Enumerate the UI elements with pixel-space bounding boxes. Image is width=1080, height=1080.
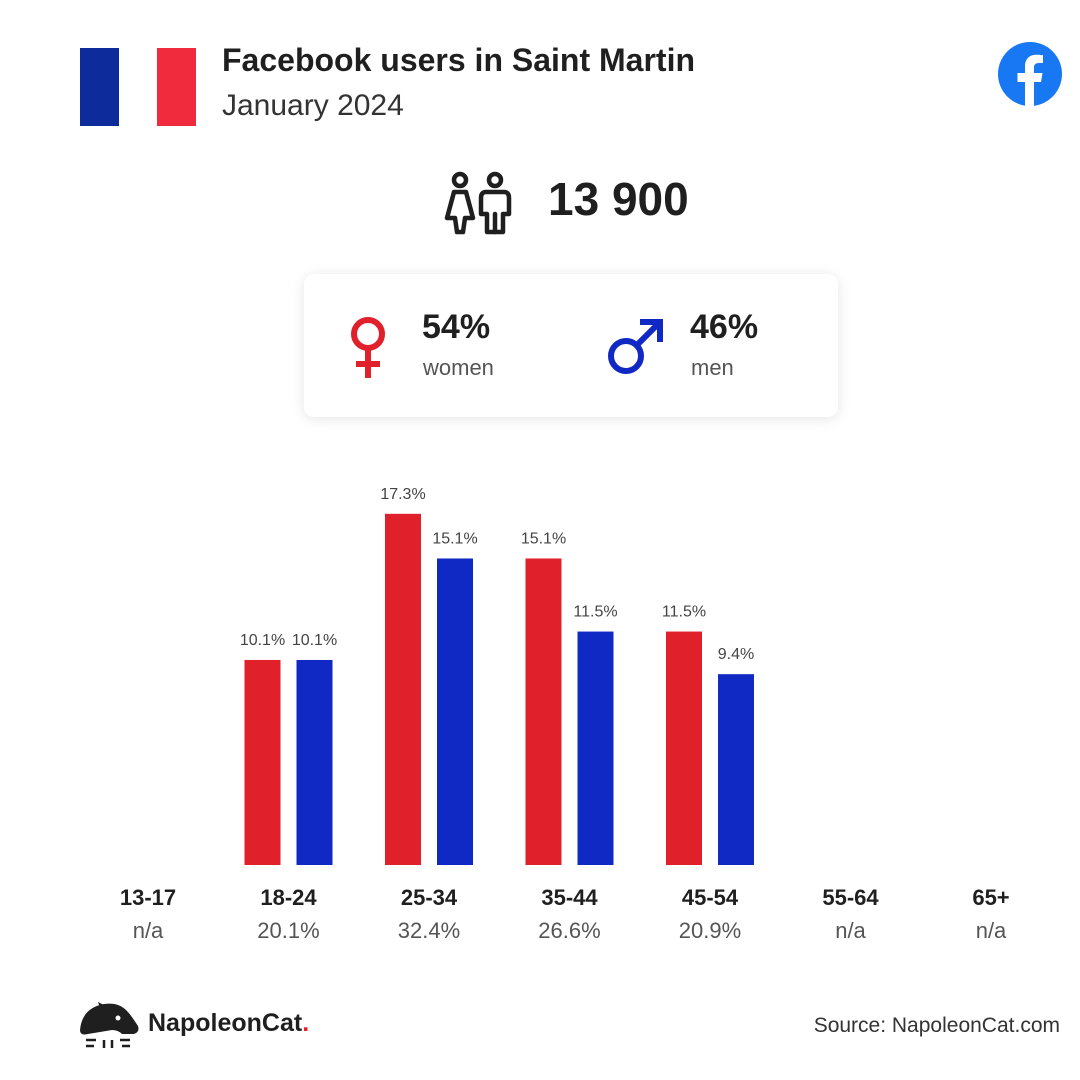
category-total-label: 20.9%: [679, 918, 741, 943]
bar-value-label: 15.1%: [432, 530, 477, 547]
x-tick-label: 18-24: [260, 885, 317, 910]
female-icon: [351, 317, 385, 378]
brand-text: NapoleonCat: [148, 1009, 303, 1037]
brand-dot: .: [302, 1009, 310, 1037]
bar-women-35-44: [525, 558, 562, 865]
bar-value-label: 9.4%: [718, 646, 754, 663]
bar-women-45-54: [666, 631, 702, 865]
bar-value-label: 11.5%: [573, 604, 617, 621]
users-icon: [444, 171, 512, 235]
men-label: men: [691, 355, 734, 380]
france-flag: [80, 48, 197, 126]
women-percentage: 54%: [422, 308, 491, 346]
gender-card: 54% women 46% men: [304, 274, 838, 417]
men-percentage: 46%: [690, 308, 759, 346]
category-total-label: n/a: [976, 918, 1007, 943]
napoleoncat-logo-icon: [80, 1002, 139, 1048]
bar-women-18-24: [244, 659, 281, 865]
x-tick-label: 65+: [972, 885, 1009, 910]
women-label: women: [423, 355, 494, 380]
category-total-label: n/a: [133, 918, 164, 943]
category-total-label: n/a: [835, 918, 866, 943]
bar-value-label: 17.3%: [380, 486, 425, 503]
bar-men-35-44: [577, 631, 614, 865]
bar-women-25-34: [385, 513, 421, 865]
page-subtitle: January 2024: [222, 89, 404, 122]
bar-value-label: 15.1%: [521, 530, 566, 547]
category-total-label: 20.1%: [257, 918, 319, 943]
x-tick-label: 25-34: [401, 885, 458, 910]
page-title: Facebook users in Saint Martin: [222, 42, 695, 78]
flag-stripe-blue: [80, 48, 119, 126]
x-tick-label: 45-54: [682, 885, 739, 910]
source-credit: Source: NapoleonCat.com: [813, 1014, 1060, 1037]
category-total-label: 32.4%: [398, 918, 460, 943]
flag-stripe-white: [118, 48, 158, 126]
flag-stripe-red: [157, 48, 197, 126]
bar-value-label: 10.1%: [292, 632, 337, 649]
total-users: 13 900: [548, 173, 689, 225]
brand-name: NapoleonCat.: [148, 1009, 309, 1038]
x-tick-label: 13-17: [120, 885, 176, 910]
bar-value-label: 11.5%: [662, 604, 706, 621]
x-tick-label: 35-44: [541, 885, 598, 910]
bar-value-label: 10.1%: [240, 632, 285, 649]
bar-men-25-34: [437, 558, 473, 865]
category-total-label: 26.6%: [538, 918, 600, 943]
bar-men-18-24: [296, 659, 333, 865]
x-tick-label: 55-64: [822, 885, 879, 910]
facebook-icon: [998, 42, 1062, 106]
male-icon: [608, 319, 663, 374]
age-gender-bar-chart: 13-17 n/a 10.1% 10.1% 18-24 20.1% 17.3% 15.1% 25…: [120, 486, 1010, 943]
bar-men-45-54: [718, 674, 754, 865]
